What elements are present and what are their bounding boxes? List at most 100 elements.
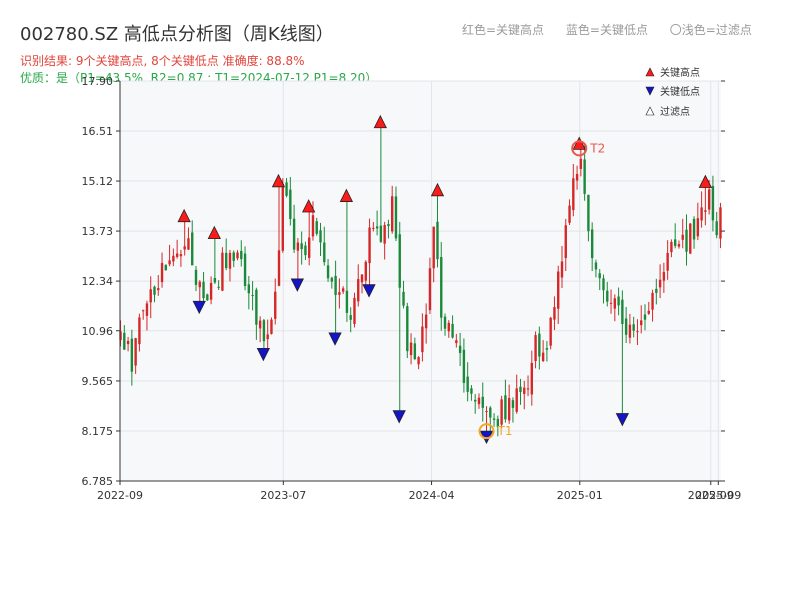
candle-body — [647, 310, 650, 314]
candle-body — [357, 279, 360, 302]
candle-body — [168, 260, 171, 265]
candle-body — [338, 292, 341, 295]
candle-body — [489, 407, 492, 418]
candle-body — [624, 318, 628, 335]
candle-body — [160, 262, 164, 283]
candle-body — [360, 274, 364, 283]
candle-body — [281, 183, 284, 251]
candle-body — [500, 399, 503, 425]
candle-body — [368, 227, 371, 264]
y-tick-label: 10.96 — [82, 325, 114, 338]
legend-entry-label: 关键低点 — [660, 85, 700, 98]
candle-body — [311, 215, 315, 237]
candle-body — [440, 257, 443, 318]
key-low-marker — [392, 410, 406, 424]
candle-body — [628, 324, 632, 338]
candle-body — [575, 173, 579, 181]
candle-body — [572, 178, 575, 211]
candle-body — [451, 323, 454, 338]
candle-body — [545, 348, 549, 350]
candle-body — [387, 223, 390, 227]
candle-body — [643, 314, 647, 320]
candle-body — [334, 275, 337, 296]
key-high-marker — [177, 208, 191, 223]
candle-body — [364, 261, 367, 281]
candle-body — [191, 232, 194, 266]
candle-body — [519, 386, 522, 393]
candle-body — [474, 399, 477, 402]
y-tick-label: 13.73 — [82, 225, 114, 238]
candle-body — [187, 238, 190, 250]
candle-body — [681, 234, 684, 240]
candle-body — [183, 246, 186, 250]
candle-body — [666, 252, 669, 271]
candle-body — [477, 397, 481, 405]
y-tick-label: 6.785 — [82, 475, 114, 488]
candle-body — [692, 218, 696, 240]
header-legend: 红色=关键高点 蓝色=关键低点 〇浅色=过滤点 — [462, 21, 752, 38]
annotation-label-t2: T2 — [589, 141, 605, 155]
candle-body — [636, 331, 639, 333]
candle-body — [202, 281, 205, 299]
candle-body — [673, 239, 677, 246]
candle-body — [417, 357, 420, 365]
candle-body — [296, 242, 300, 251]
x-tick-label: 2024-04 — [409, 489, 455, 502]
y-tick-label: 15.12 — [82, 175, 114, 188]
candle-body — [458, 345, 462, 353]
candle-body — [632, 324, 635, 331]
y-tick-label: 9.565 — [82, 375, 114, 388]
candle-body — [715, 221, 718, 236]
candle-body — [209, 282, 213, 300]
candle-body — [492, 418, 496, 420]
candle-body — [243, 253, 247, 286]
candle-body — [258, 320, 262, 329]
annotation-label-t1: T1 — [497, 424, 513, 438]
candle-body — [274, 291, 277, 319]
candle-body — [224, 252, 228, 269]
result-summary: 识别结果: 9个关键高点, 8个关键低点 准确度: 88.8% — [20, 54, 305, 68]
x-tick-label: 2022-09 — [97, 489, 143, 502]
candle-body — [538, 333, 541, 357]
candle-body — [655, 288, 658, 293]
candle-body — [515, 388, 518, 412]
candle-body — [270, 319, 273, 334]
candle-body — [568, 205, 571, 223]
candle-body — [504, 395, 507, 420]
candle-body — [213, 278, 217, 283]
candle-body — [262, 320, 266, 342]
candle-body — [398, 234, 401, 288]
candle-body — [247, 284, 251, 294]
candle-body — [590, 229, 594, 259]
candle-body — [677, 244, 681, 247]
candle-body — [126, 340, 130, 345]
candle-body — [206, 294, 209, 301]
candle-body — [455, 340, 458, 344]
candle-body — [319, 230, 322, 243]
candle-body — [402, 291, 405, 306]
candle-body — [372, 227, 375, 229]
legend-light-text: 〇浅色=过滤点 — [669, 23, 752, 37]
candle-body — [658, 279, 662, 288]
candle-body — [179, 254, 183, 257]
candle-body — [149, 289, 152, 303]
y-tick-label: 8.175 — [82, 425, 114, 438]
x-tick-label: 2025-09 — [695, 489, 741, 502]
candle-body — [134, 338, 137, 366]
candle-body — [507, 398, 511, 421]
key-low-marker — [290, 278, 304, 292]
annotation-ring-t1 — [478, 423, 495, 440]
candle-body — [428, 268, 432, 311]
candle-body — [391, 196, 394, 232]
key-high-marker — [207, 225, 221, 240]
candle-body — [670, 242, 673, 253]
candle-body — [198, 281, 201, 288]
candle-body — [421, 326, 424, 353]
candle-body — [141, 310, 145, 312]
legend-entry-label: 关键高点 — [660, 66, 700, 79]
pivot-markers: T1 T2 — [177, 114, 713, 445]
candle-body — [130, 338, 134, 372]
candle-body — [323, 242, 326, 263]
candle-body — [432, 226, 435, 269]
